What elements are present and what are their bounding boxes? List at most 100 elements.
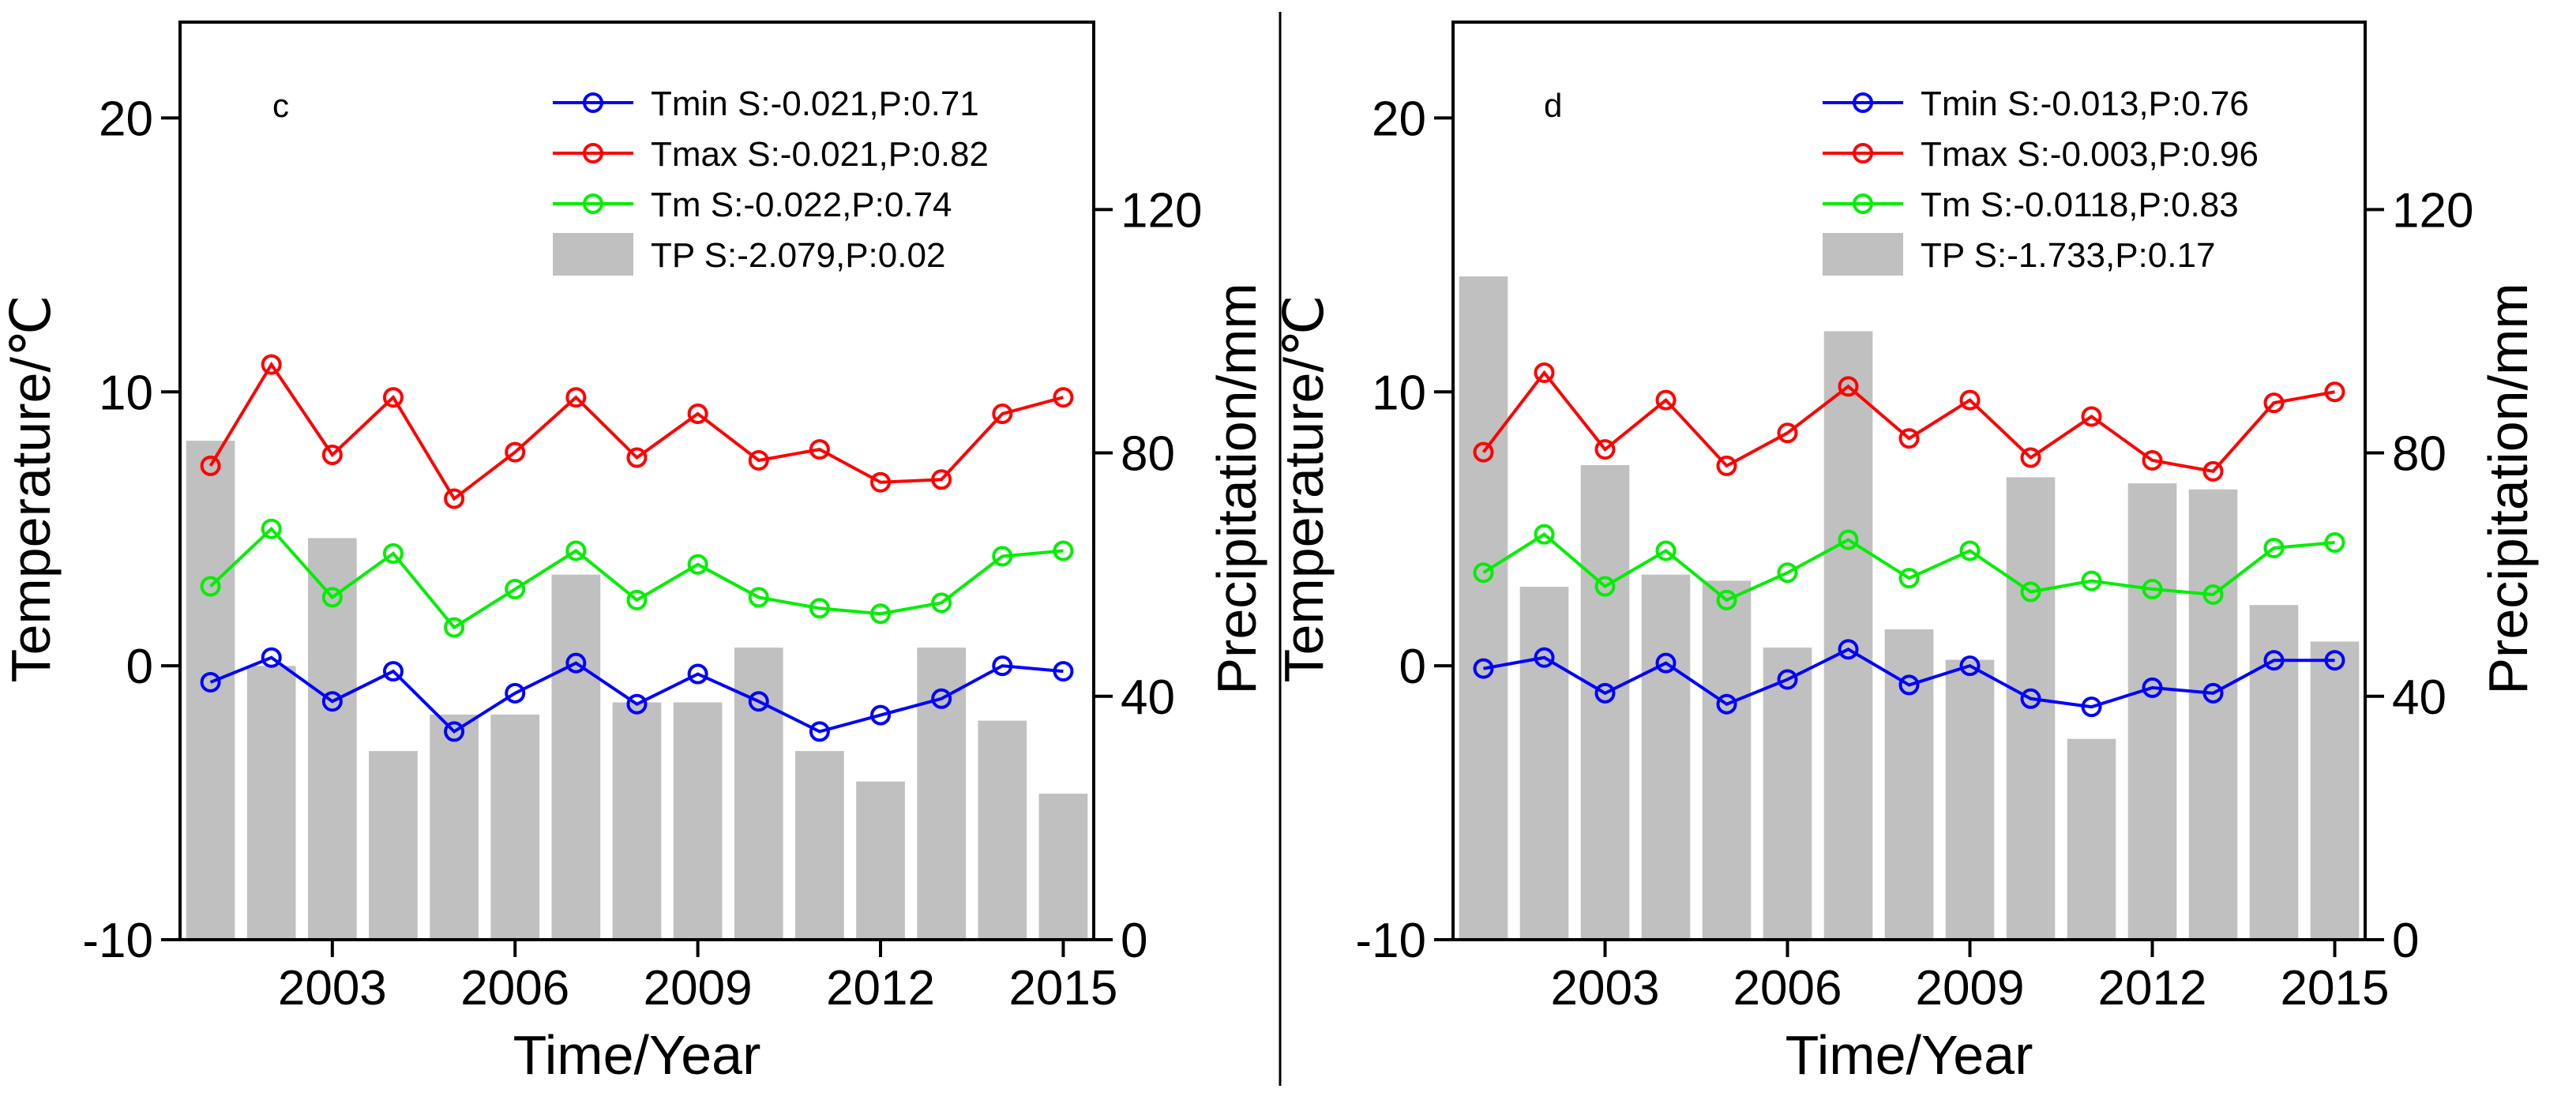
point-tm-2002: [261, 518, 282, 539]
y-left-tick-label: 20: [99, 92, 153, 146]
point-tmax-2007: [1838, 376, 1859, 397]
point-tmax-2010: [2020, 447, 2041, 468]
bar-tp-2013: [2188, 489, 2238, 940]
point-tmin-2008: [1898, 674, 1920, 696]
x-tick-label: 2012: [2098, 961, 2207, 1016]
y-right-tick-label: 0: [2392, 914, 2419, 968]
point-tmin-2009: [1959, 655, 1981, 677]
point-tmin-2005: [1716, 693, 1737, 715]
point-tm-2004: [1655, 540, 1677, 561]
point-tmin-2006: [1777, 669, 1798, 690]
legend-label-tmax: Tmax S:-0.003,P:0.96: [1921, 135, 2259, 174]
legend-marker-tmax: [583, 143, 603, 163]
point-tm-2009: [687, 554, 708, 575]
bar-tp-2007: [1823, 331, 1873, 940]
point-tm-2008: [1898, 568, 1920, 589]
point-tm-2004: [382, 542, 404, 564]
point-tmin-2014: [2263, 650, 2285, 671]
point-tmin-2011: [2081, 696, 2102, 718]
point-tmax-2014: [2263, 392, 2285, 414]
legend-swatch-tp: [1823, 233, 1903, 276]
point-tm-2003: [321, 587, 343, 608]
point-tmin-2007: [1838, 639, 1859, 660]
point-tmin-2010: [748, 691, 769, 712]
point-tm-2007: [565, 540, 587, 561]
point-tmax-2006: [505, 441, 526, 463]
bar-tp-2006: [490, 714, 540, 940]
point-tm-2010: [2020, 581, 2041, 603]
y-axis-left-title: Temperature/℃: [0, 295, 62, 682]
point-tmax-2014: [992, 404, 1013, 425]
legend-marker-tm: [1853, 193, 1873, 214]
point-tmin-2009: [687, 663, 708, 685]
point-tmin-2011: [809, 721, 830, 742]
y-right-tick-label: 120: [2392, 183, 2473, 238]
point-tmax-2010: [748, 449, 769, 471]
point-tmin-2003: [1594, 682, 1616, 704]
line-tm: [209, 526, 1064, 630]
point-tmax-2005: [1716, 455, 1737, 476]
point-tmin-2007: [565, 652, 587, 674]
point-tmin-2001: [1473, 658, 1494, 679]
point-tm-2013: [2202, 584, 2224, 605]
legend-label-tm: Tm S:-0.0118,P:0.83: [1921, 186, 2239, 224]
point-tmax-2004: [1655, 389, 1677, 411]
bar-tp-2002: [246, 666, 296, 940]
point-tmax-2009: [1959, 389, 1981, 411]
bar-tp-2008: [612, 702, 662, 940]
point-tmax-2008: [626, 447, 648, 468]
point-tm-2013: [931, 592, 952, 614]
precipitation-bars: [186, 441, 1088, 940]
legend-marker-tmin: [583, 92, 603, 113]
y-right-tick-label: 80: [1121, 427, 1175, 482]
bar-tp-2009: [673, 702, 723, 940]
y-left-tick-label: 20: [1372, 92, 1426, 146]
line-tmin: [209, 655, 1064, 734]
point-tmax-2002: [261, 354, 282, 375]
legend-marker-tmax: [1853, 143, 1873, 163]
point-tmin-2012: [870, 704, 892, 726]
point-tm-2009: [1959, 540, 1981, 561]
point-tmax-2005: [444, 488, 465, 509]
temperature-lines: [200, 354, 1074, 742]
y-left-tick-label: -10: [82, 914, 153, 968]
point-tmax-2015: [1053, 387, 1074, 408]
legend: Tmin S:-0.021,P:0.71 Tmax S:-0.021,P:0.82…: [553, 84, 989, 276]
bar-tp-2014: [2249, 605, 2299, 940]
bar-tp-2012: [856, 781, 905, 940]
legend-label-tp: TP S:-2.079,P:0.02: [651, 236, 945, 275]
point-tm-2015: [1053, 540, 1074, 561]
y-right-tick-label: 120: [1121, 183, 1202, 238]
bar-tp-2015: [2310, 641, 2360, 940]
point-tm-2010: [748, 587, 769, 608]
point-tm-2005: [444, 617, 465, 638]
point-tmax-2015: [2324, 381, 2345, 403]
x-tick-label: 2009: [1916, 961, 2025, 1016]
bar-tp-2005: [430, 714, 479, 940]
point-tmin-2005: [444, 721, 465, 742]
y-left-tick-label: 10: [1372, 366, 1426, 420]
bar-tp-2006: [1763, 648, 1812, 940]
y-left-tick-label: -10: [1355, 914, 1426, 968]
bar-tp-2014: [978, 720, 1027, 940]
point-tmax-2009: [687, 404, 708, 425]
point-tm-2012: [870, 603, 892, 625]
point-tm-2006: [1777, 562, 1798, 584]
y-right-tick-label: 40: [1121, 670, 1175, 725]
precipitation-bars: [1459, 276, 2360, 940]
point-tmax-2001: [200, 455, 221, 476]
point-tmax-2004: [382, 387, 404, 408]
plot-frame: [178, 21, 1095, 941]
point-tm-2011: [2081, 570, 2102, 591]
point-tmax-2012: [870, 471, 892, 493]
point-tmax-2007: [565, 387, 587, 408]
legend-label-tp: TP S:-1.733,P:0.17: [1921, 236, 2215, 275]
point-tm-2003: [1594, 576, 1616, 597]
point-tmax-2002: [1534, 362, 1555, 383]
point-tm-2007: [1838, 529, 1859, 550]
y-axis-left-title: Temperature/℃: [1273, 295, 1335, 682]
bar-tp-2012: [2127, 483, 2177, 940]
legend-swatch-tp: [553, 233, 633, 276]
bar-tp-2007: [551, 574, 601, 940]
point-tmin-2015: [1053, 661, 1074, 682]
